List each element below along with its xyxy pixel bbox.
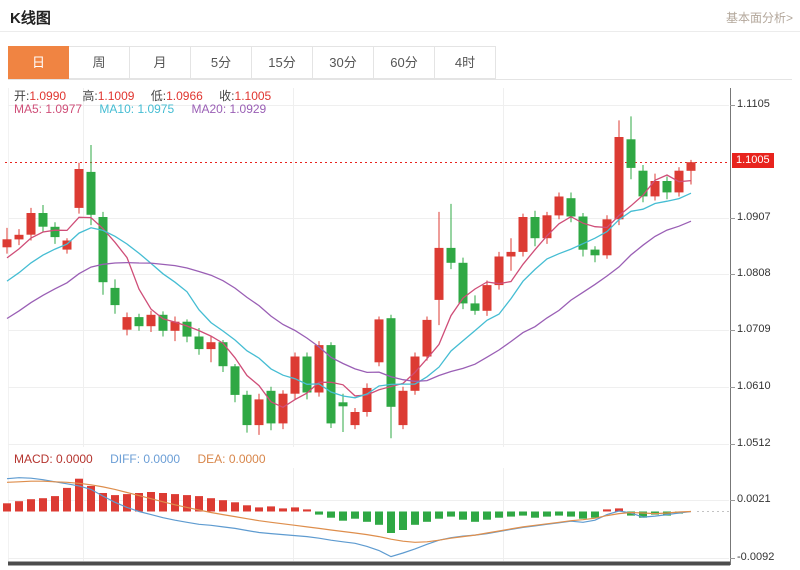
period-tabbar: 日 周 月 5分 15分 30分 60分 4时 (8, 46, 792, 80)
ma5-legend: MA5: 1.0977 (14, 102, 83, 116)
open-label: 开: (14, 89, 30, 103)
ytick-4: 1.0709 (737, 323, 771, 335)
tab-week[interactable]: 周 (69, 46, 130, 79)
macd-legend: MACD: 0.0000 DIFF: 0.0000 DEA: 0.0000 (14, 452, 266, 466)
tab-15min[interactable]: 15分 (252, 46, 313, 79)
tab-60min[interactable]: 60分 (374, 46, 435, 79)
low-value: 1.0966 (166, 89, 203, 103)
macd-ytick-2: -0.0092 (737, 551, 775, 563)
high-value: 1.1009 (97, 89, 135, 103)
tab-4hour[interactable]: 4时 (435, 46, 496, 79)
current-price-badge: 1.1005 (732, 153, 774, 168)
high-label: 高: (82, 89, 98, 103)
tab-30min[interactable]: 30分 (313, 46, 374, 79)
macd-ytick-1: 0.0021 (737, 493, 771, 505)
page-title: K线图 (10, 10, 51, 27)
macd-value-legend: MACD: 0.0000 (14, 452, 93, 466)
fundamental-analysis-link[interactable]: 基本面分析> (725, 11, 793, 25)
ytick-6: 1.0512 (737, 437, 771, 449)
ma10-legend: MA10: 1.0975 (99, 102, 175, 116)
tab-day[interactable]: 日 (8, 46, 69, 79)
ohlc-legend: 开:1.0990 高:1.1009 低:1.0966 收:1.1005 (14, 87, 284, 104)
ytick-1: 1.1105 (737, 98, 770, 110)
close-value: 1.1005 (234, 89, 272, 103)
low-label: 低: (150, 89, 167, 103)
ma-legend: MA5: 1.0977 MA10: 1.0975 MA20: 1.0929 (14, 102, 280, 116)
ytick-3: 1.0808 (737, 267, 771, 279)
tab-5min[interactable]: 5分 (191, 46, 252, 79)
tab-month[interactable]: 月 (130, 46, 191, 79)
diff-value-legend: DIFF: 0.0000 (110, 452, 181, 466)
ytick-5: 1.0610 (737, 380, 771, 392)
dea-value-legend: DEA: 0.0000 (197, 452, 266, 466)
title-separator (0, 31, 800, 32)
ma20-legend: MA20: 1.0929 (191, 102, 267, 116)
close-label: 收: (219, 89, 235, 103)
ytick-2: 1.0907 (737, 211, 771, 223)
open-value: 1.0990 (29, 89, 67, 103)
